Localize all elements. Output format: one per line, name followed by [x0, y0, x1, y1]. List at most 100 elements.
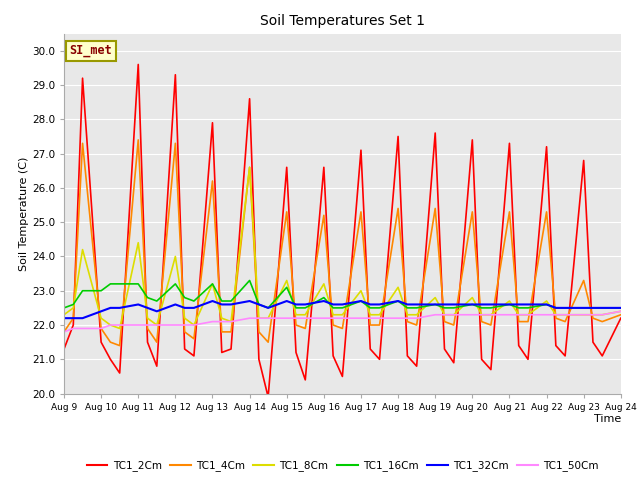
TC1_2Cm	[209, 120, 216, 126]
TC1_32Cm	[69, 315, 77, 321]
TC1_16Cm	[97, 288, 105, 294]
TC1_32Cm	[580, 305, 588, 311]
TC1_2Cm	[292, 349, 300, 355]
TC1_32Cm	[440, 301, 448, 307]
TC1_2Cm	[106, 357, 115, 362]
TC1_16Cm	[106, 281, 115, 287]
TC1_32Cm	[561, 305, 569, 311]
TC1_50Cm	[106, 322, 115, 328]
TC1_4Cm	[431, 205, 439, 211]
TC1_50Cm	[190, 322, 198, 328]
Line: TC1_8Cm: TC1_8Cm	[64, 168, 621, 328]
TC1_16Cm	[394, 298, 402, 304]
TC1_16Cm	[292, 305, 300, 311]
TC1_16Cm	[180, 295, 188, 300]
TC1_8Cm	[320, 281, 328, 287]
TC1_2Cm	[468, 137, 476, 143]
TC1_50Cm	[403, 315, 411, 321]
TC1_4Cm	[218, 329, 226, 335]
TC1_50Cm	[366, 315, 374, 321]
TC1_32Cm	[218, 301, 226, 307]
TC1_16Cm	[69, 301, 77, 307]
TC1_32Cm	[330, 301, 337, 307]
Line: TC1_4Cm: TC1_4Cm	[64, 140, 621, 346]
TC1_16Cm	[440, 305, 448, 311]
TC1_32Cm	[403, 301, 411, 307]
TC1_50Cm	[116, 322, 124, 328]
TC1_50Cm	[487, 312, 495, 318]
TC1_50Cm	[264, 315, 272, 321]
TC1_2Cm	[180, 346, 188, 352]
TC1_8Cm	[134, 240, 142, 246]
TC1_50Cm	[524, 312, 532, 318]
X-axis label: Time: Time	[593, 414, 621, 424]
TC1_8Cm	[589, 312, 596, 318]
Line: TC1_16Cm: TC1_16Cm	[64, 280, 621, 308]
TC1_2Cm	[330, 353, 337, 359]
TC1_32Cm	[301, 301, 309, 307]
TC1_8Cm	[227, 319, 235, 324]
Line: TC1_32Cm: TC1_32Cm	[64, 301, 621, 318]
TC1_32Cm	[116, 305, 124, 311]
TC1_50Cm	[589, 312, 596, 318]
TC1_50Cm	[246, 315, 253, 321]
TC1_50Cm	[143, 322, 151, 328]
TC1_2Cm	[561, 353, 569, 359]
TC1_4Cm	[79, 141, 86, 146]
TC1_50Cm	[172, 322, 179, 328]
TC1_4Cm	[515, 319, 523, 324]
TC1_4Cm	[477, 319, 485, 324]
TC1_16Cm	[134, 281, 142, 287]
TC1_8Cm	[413, 312, 420, 318]
TC1_4Cm	[403, 319, 411, 324]
TC1_50Cm	[209, 319, 216, 324]
TC1_32Cm	[283, 298, 291, 304]
TC1_8Cm	[524, 312, 532, 318]
TC1_8Cm	[357, 288, 365, 294]
TC1_8Cm	[394, 285, 402, 290]
TC1_50Cm	[97, 325, 105, 331]
TC1_8Cm	[172, 253, 179, 259]
TC1_16Cm	[468, 301, 476, 307]
TC1_8Cm	[376, 312, 383, 318]
TC1_4Cm	[143, 325, 151, 331]
TC1_2Cm	[246, 96, 253, 102]
TC1_32Cm	[153, 309, 161, 314]
TC1_4Cm	[366, 322, 374, 328]
TC1_16Cm	[172, 281, 179, 287]
TC1_2Cm	[552, 343, 559, 348]
TC1_16Cm	[376, 305, 383, 311]
TC1_32Cm	[376, 301, 383, 307]
TC1_4Cm	[394, 205, 402, 211]
TC1_50Cm	[79, 325, 86, 331]
TC1_8Cm	[339, 312, 346, 318]
TC1_32Cm	[143, 305, 151, 311]
TC1_16Cm	[227, 298, 235, 304]
TC1_4Cm	[440, 319, 448, 324]
TC1_2Cm	[431, 130, 439, 136]
Line: TC1_50Cm: TC1_50Cm	[64, 312, 621, 332]
TC1_2Cm	[218, 349, 226, 355]
TC1_8Cm	[218, 315, 226, 321]
TC1_32Cm	[246, 298, 253, 304]
TC1_16Cm	[598, 305, 606, 311]
TC1_4Cm	[264, 339, 272, 345]
TC1_50Cm	[552, 312, 559, 318]
TC1_50Cm	[180, 322, 188, 328]
TC1_4Cm	[450, 322, 458, 328]
TC1_50Cm	[580, 312, 588, 318]
TC1_50Cm	[598, 312, 606, 318]
TC1_16Cm	[79, 288, 86, 294]
TC1_8Cm	[487, 312, 495, 318]
TC1_32Cm	[79, 315, 86, 321]
TC1_2Cm	[357, 147, 365, 153]
TC1_4Cm	[116, 343, 124, 348]
TC1_50Cm	[69, 325, 77, 331]
TC1_50Cm	[357, 315, 365, 321]
TC1_16Cm	[246, 277, 253, 283]
TC1_4Cm	[506, 209, 513, 215]
TC1_8Cm	[506, 298, 513, 304]
TC1_50Cm	[477, 312, 485, 318]
TC1_4Cm	[580, 277, 588, 283]
TC1_16Cm	[301, 305, 309, 311]
